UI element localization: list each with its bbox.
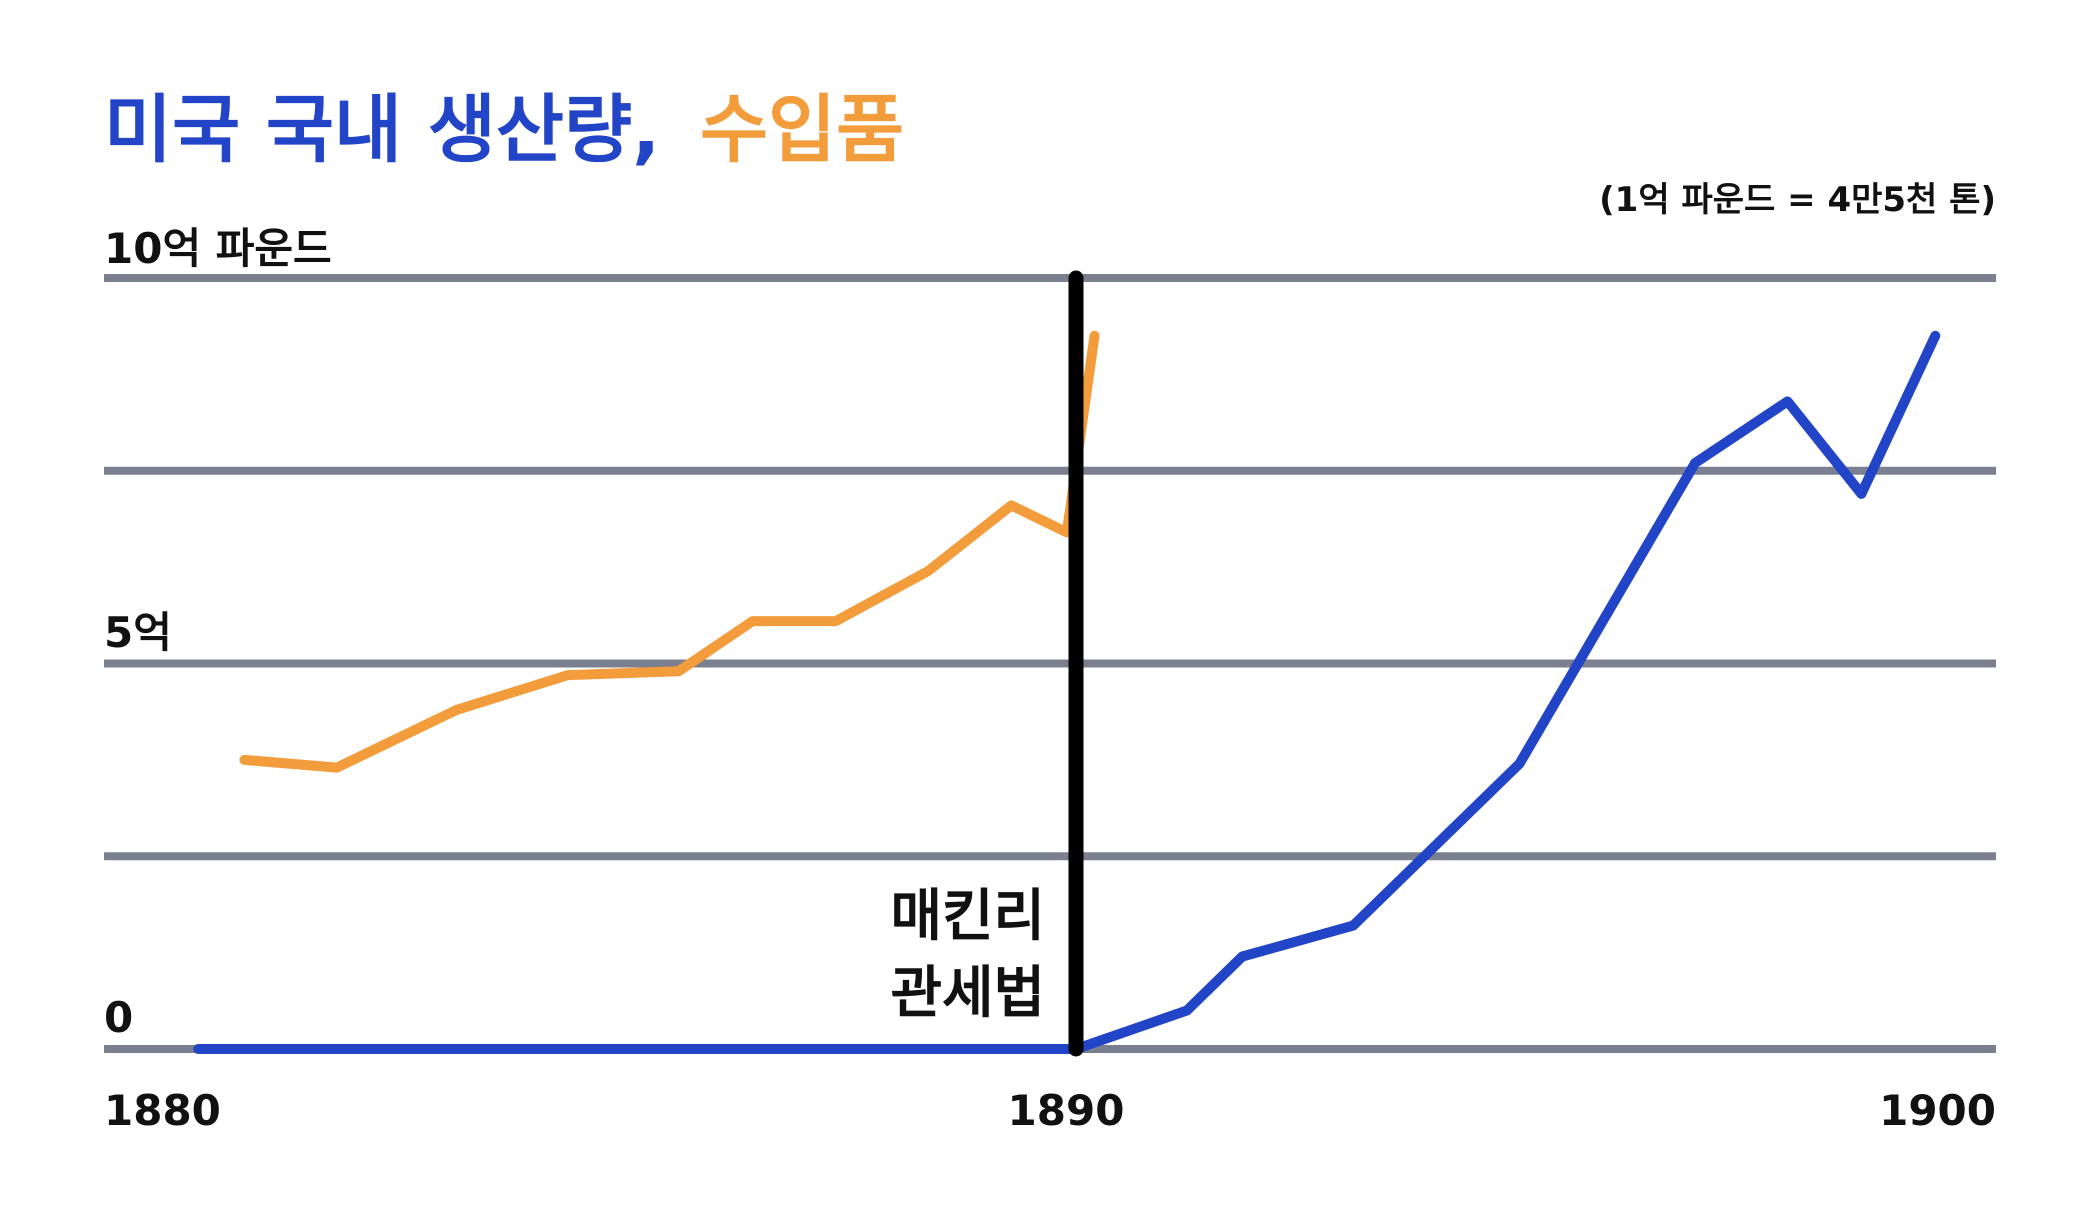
x-tick-label-1900: 1900 [1879,1086,1996,1135]
annotation-line1: 매킨리 [890,884,1045,949]
annotation-line2: 관세법 [890,961,1045,1026]
title-imports: 수입품 [700,87,904,173]
y-tick-label-zero: 0 [104,993,133,1042]
y-tick-label-mid: 5억 [104,608,172,657]
title-domestic: 미국 국내 생산량, [104,87,660,173]
x-tick-label-1880: 1880 [104,1086,221,1135]
grid-lines [104,274,1996,1053]
y-tick-label-top: 10억 파운드 [104,224,332,273]
chart-title: 미국 국내 생산량, 수입품 [104,87,904,173]
series-line-domestic [193,330,1941,1054]
unit-note: (1억 파운드 = 4만5천 톤) [1599,180,1996,220]
series-lines [193,330,1941,1054]
series-line-imports [239,330,1100,773]
x-tick-label-1890: 1890 [1008,1086,1125,1135]
